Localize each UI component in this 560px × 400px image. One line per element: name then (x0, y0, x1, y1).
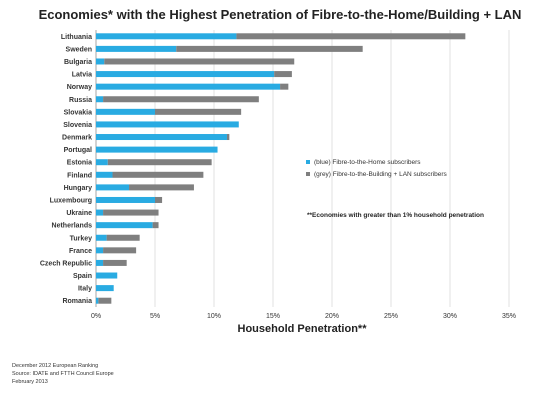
bar-fth-segment (96, 184, 130, 191)
legend-swatch-ftb (306, 172, 310, 176)
bar-fth-segment (96, 96, 104, 103)
category-label: Ukraine (66, 210, 92, 217)
bar-fth-segment (96, 146, 218, 153)
category-label: Luxembourg (50, 197, 92, 204)
footer-source: Source: IDATE and FTTH Council Europe (12, 371, 114, 377)
source-footer: December 2012 European Ranking Source: I… (12, 362, 114, 386)
bar-fth-segment (96, 234, 107, 241)
category-label: Slovenia (63, 122, 92, 129)
legend-label-ftb: (grey) Fibre-to-the-Building + LAN subsc… (314, 171, 448, 178)
bar-fth-segment (96, 285, 114, 292)
bar-fth-segment (96, 259, 104, 266)
x-tick-label: 15% (266, 313, 280, 320)
bar-ftb-segment (152, 222, 159, 229)
bar-ftb-segment (176, 45, 363, 52)
bar-ftb-segment (236, 33, 466, 40)
category-label: Estonia (67, 160, 92, 167)
bar-ftb-segment (103, 209, 159, 216)
x-tick-label: 10% (207, 313, 221, 320)
tick-labels: 0% 5% 10% 15% 20% 25% 30% 35% (91, 313, 516, 320)
footnote-annotation: **Economies with greater than 1% househo… (307, 212, 484, 219)
footer-date: December 2012 European Ranking (12, 363, 99, 369)
category-label: Latvia (72, 72, 92, 79)
bars (96, 33, 466, 304)
bar-ftb-segment (104, 58, 295, 65)
bar-fth-segment (96, 45, 177, 52)
category-label: Finland (67, 172, 92, 179)
category-label: Lithuania (61, 34, 92, 41)
bar-fth-segment (96, 108, 155, 115)
bar-fth-segment (96, 171, 113, 178)
bar-fth-segment (96, 209, 104, 216)
category-label: Spain (73, 273, 92, 280)
bar-fth-segment (96, 83, 281, 90)
bar-fth-segment (96, 71, 275, 78)
x-tick-label: 5% (150, 313, 160, 320)
bar-ftb-segment (155, 196, 163, 203)
legend: (blue) Fibre-to-the-Home subscribers (gr… (306, 159, 448, 178)
category-label: Bulgaria (64, 59, 92, 66)
category-label: Slovakia (64, 109, 93, 116)
x-tick-label: 25% (384, 313, 398, 320)
category-label: Netherlands (52, 223, 93, 230)
bar-ftb-segment (98, 297, 112, 304)
bar-fth-segment (96, 297, 99, 304)
x-tick-label: 30% (443, 313, 457, 320)
bar-ftb-segment (274, 71, 292, 78)
bar-ftb-segment (106, 234, 140, 241)
legend-label-fth: (blue) Fibre-to-the-Home subscribers (314, 159, 421, 166)
bar-fth-segment (96, 159, 108, 166)
bar-ftb-segment (155, 108, 242, 115)
category-label: Turkey (70, 235, 93, 242)
category-label: Denmark (62, 135, 92, 142)
bar-fth-segment (96, 134, 227, 141)
bar-ftb-segment (103, 247, 137, 254)
category-label: Portugal (64, 147, 92, 154)
bar-ftb-segment (112, 171, 204, 178)
category-label: Hungary (64, 185, 93, 192)
bar-ftb-segment (129, 184, 194, 191)
x-axis-label: Household Penetration** (238, 323, 368, 335)
bar-ftb-segment (107, 159, 212, 166)
bar-ftb-segment (103, 96, 259, 103)
category-label: Czech Republic (40, 260, 92, 267)
x-tick-label: 0% (91, 313, 101, 320)
bar-fth-segment (96, 58, 105, 65)
bar-fth-segment (96, 272, 118, 279)
x-tick-label: 20% (325, 313, 339, 320)
bar-ftb-segment (103, 259, 127, 266)
bar-fth-segment (96, 247, 104, 254)
bar-fth-segment (96, 196, 155, 203)
category-label: France (69, 248, 92, 255)
bar-fth-segment (96, 121, 239, 128)
bar-ftb-segment (280, 83, 289, 90)
bar-fth-segment (96, 33, 237, 40)
category-label: Russia (69, 97, 92, 104)
x-tick-label: 35% (502, 313, 516, 320)
chart-title: Economies* with the Highest Penetration … (38, 7, 522, 22)
category-label: Sweden (66, 46, 92, 53)
category-label: Italy (78, 286, 92, 293)
category-labels: Lithuania Sweden Bulgaria Latvia Norway Russi… (40, 34, 92, 305)
category-label: Romania (62, 298, 92, 305)
bar-ftb-segment (226, 134, 230, 141)
footer-publish-date: February 2013 (12, 379, 48, 385)
legend-swatch-fth (306, 160, 310, 164)
category-label: Norway (67, 84, 92, 91)
bar-fth-segment (96, 222, 153, 229)
